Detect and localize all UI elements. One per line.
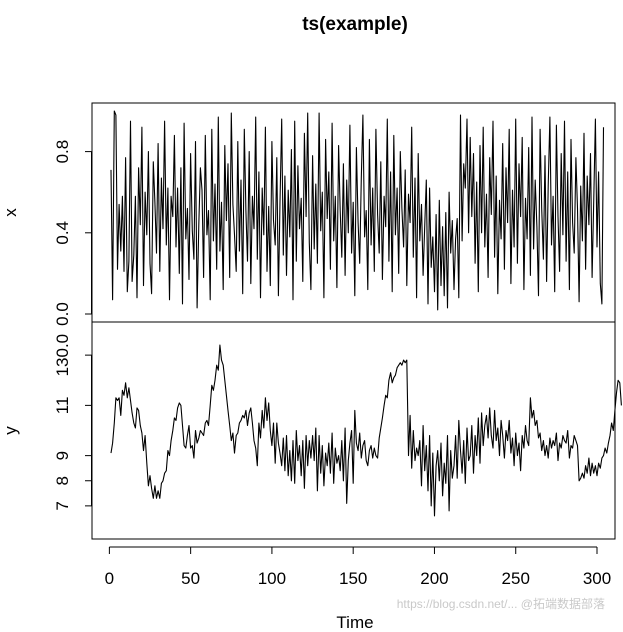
- x-tick-label-5: 250: [502, 569, 530, 588]
- y-tick-label-x-0: 0.0: [53, 302, 72, 326]
- y-tick-label-y-0: 7: [53, 501, 72, 510]
- y-axis-label-y: y: [1, 426, 20, 435]
- y-tick-label-x-2: 0.8: [53, 140, 72, 164]
- y-tick-label-y-1: 8: [53, 476, 72, 485]
- y-tick-label-y-2: 9: [53, 451, 72, 460]
- x-tick-label-2: 100: [258, 569, 286, 588]
- watermark: https://blog.csdn.net/... @拓端数据部落: [397, 596, 605, 611]
- x-axis-label: Time: [336, 613, 373, 632]
- x-tick-label-0: 0: [105, 569, 114, 588]
- x-tick-label-6: 300: [583, 569, 611, 588]
- y-tick-label-y-3: 11: [53, 397, 72, 415]
- series-line-x: [110, 110, 605, 311]
- y-axis-label-x: x: [1, 208, 20, 217]
- series-line-y: [110, 344, 622, 517]
- chart-title: ts(example): [302, 14, 408, 35]
- x-tick-label-3: 150: [339, 569, 367, 588]
- y-tick-label-x-1: 0.4: [53, 221, 72, 245]
- y-tick-label-y-4: 130.0: [53, 334, 72, 377]
- panel-frame-y: [91, 321, 616, 540]
- x-tick-label-1: 50: [181, 569, 200, 588]
- x-tick-label-4: 200: [420, 569, 448, 588]
